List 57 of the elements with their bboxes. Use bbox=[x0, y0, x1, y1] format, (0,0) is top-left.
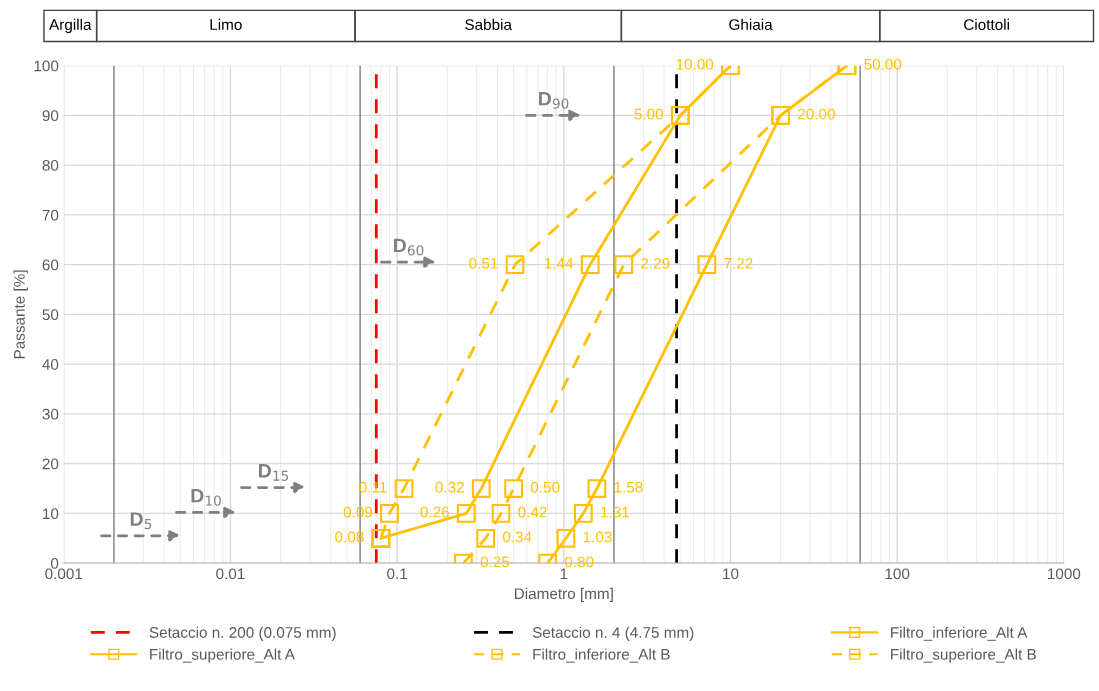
text: Argilla bbox=[49, 18, 92, 34]
annotation: D$_{15}$ bbox=[259, 464, 289, 481]
y-tick-label: 10 bbox=[43, 508, 59, 520]
annotation: 0.50 bbox=[530, 481, 560, 493]
annotation: D$_{60}$ bbox=[394, 238, 424, 256]
y-tick-label: 40 bbox=[42, 359, 59, 370]
y-tick-label: 0 bbox=[50, 558, 59, 569]
annotation: 0.26 bbox=[420, 506, 449, 518]
annotation: 0.51 bbox=[469, 257, 498, 269]
annotation: 0.42 bbox=[518, 506, 547, 518]
y-tick-label: 100 bbox=[34, 60, 59, 72]
legend-label: Setaccio n. 4 (4.75 mm) bbox=[532, 626, 694, 641]
legend-label: Filtro_inferiore_Alt A bbox=[891, 626, 1028, 641]
y-tick-label: 20 bbox=[42, 458, 59, 470]
annotation: 0.25 bbox=[480, 556, 510, 568]
x-tick-label: 10 bbox=[723, 568, 739, 580]
text: Sabbia bbox=[465, 18, 512, 31]
x-tick-label: 100 bbox=[885, 568, 910, 580]
annotation: 10.00 bbox=[676, 58, 714, 70]
legend-label: Filtro_superiore_Alt B bbox=[891, 648, 1036, 663]
x-tick-label: 1 bbox=[560, 568, 568, 580]
annotation: D$_{10}$ bbox=[191, 489, 221, 506]
y-tick-label: 60 bbox=[42, 259, 59, 271]
annotation: 1.03 bbox=[583, 531, 612, 543]
legend-label: Setaccio n. 200 (0.075 mm) bbox=[149, 626, 336, 641]
annotation: 50.00 bbox=[864, 58, 902, 70]
annotation: 0.34 bbox=[502, 531, 532, 543]
annotation: 0.09 bbox=[343, 506, 373, 518]
x-tick-label: 0.001 bbox=[45, 568, 83, 580]
x-axis-title: Diametro [mm] bbox=[514, 587, 613, 603]
text: Ghiaia bbox=[729, 18, 773, 31]
text: Limo bbox=[210, 18, 242, 31]
annotation: 1.31 bbox=[601, 506, 629, 518]
x-tick-label: 0.1 bbox=[387, 568, 407, 580]
annotation: 0.11 bbox=[359, 481, 387, 493]
annotation: D$_{5}$ bbox=[130, 512, 152, 530]
annotation: 0.80 bbox=[564, 556, 594, 568]
y-axis-title: Passante [%] bbox=[13, 270, 28, 359]
annotation: 1.44 bbox=[544, 258, 574, 269]
y-tick-label: 70 bbox=[42, 209, 59, 221]
annotation: 0.08 bbox=[335, 531, 364, 543]
annotation: 5.00 bbox=[634, 108, 664, 120]
annotation: 0.32 bbox=[435, 481, 464, 493]
y-tick-label: 50 bbox=[42, 309, 59, 321]
annotation: 1.58 bbox=[614, 481, 643, 493]
x-tick-label: 1000 bbox=[1048, 568, 1081, 580]
y-tick-label: 80 bbox=[42, 160, 59, 171]
annotation: 7.22 bbox=[724, 257, 753, 269]
annotation: 2.29 bbox=[641, 257, 670, 269]
y-tick-label: 90 bbox=[42, 110, 59, 122]
annotation: 20.00 bbox=[798, 108, 835, 120]
annotation: D$_{90}$ bbox=[539, 91, 569, 109]
y-tick-label: 30 bbox=[42, 408, 59, 420]
text: Ciottoli bbox=[964, 18, 1009, 31]
legend-label: Filtro_inferiore_Alt B bbox=[533, 648, 670, 663]
x-tick-label: 0.01 bbox=[216, 568, 245, 580]
legend-label: Filtro_superiore_Alt A bbox=[150, 648, 295, 663]
